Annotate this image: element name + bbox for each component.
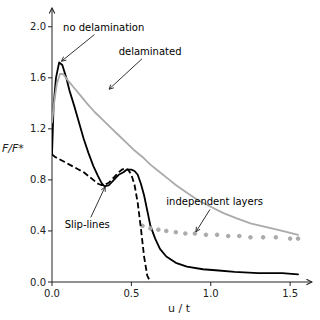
x-tick-label: 0.0 [44,288,60,299]
y-tick [48,128,52,129]
y-tick-label: 2.0 [30,21,46,32]
y-tick-label: 0.8 [30,174,46,185]
series-marker [215,233,219,237]
series-marker [226,234,230,238]
series-marker [238,234,242,238]
annotation-arrow [91,187,105,218]
axes: 0.0 0.5 1.0 1.5 0.0 0.4 0.8 1.2 1.6 2.0 [30,8,312,299]
annotation-arrow [196,209,210,231]
annotation-text: delaminated [119,46,182,57]
series [52,74,298,235]
y-tick-label: 1.6 [30,72,46,83]
y-tick [48,230,52,231]
series-marker [296,237,300,241]
x-tick-label: 1.5 [282,288,298,299]
x-tick-label: 0.5 [123,288,139,299]
y-tick [48,26,52,27]
series-marker [193,232,197,236]
y-tick-label: 0.0 [30,277,46,288]
annotation-text: independent layers [166,196,263,207]
annotation-text: Slip-lines [65,219,110,230]
chart: 0.0 0.5 1.0 1.5 0.0 0.4 0.8 1.2 1.6 2.0 u / t F/F* n… [0,0,320,320]
series-marker [149,227,153,231]
series-line [52,63,298,275]
series-marker [157,228,161,232]
x-axis-line [52,282,312,283]
x-tick [52,282,53,286]
x-tick-label: 1.0 [203,288,219,299]
series [52,154,150,282]
series-line [52,154,150,282]
series-line [52,74,298,235]
series [141,224,300,240]
y-tick [48,282,52,283]
x-tick [131,282,132,286]
series [52,63,298,275]
series-marker [249,236,253,240]
series-marker [184,232,188,236]
series-marker [174,230,178,234]
y-tick [48,179,52,180]
background [0,0,320,320]
y-tick [48,77,52,78]
series-marker [261,236,265,240]
series-marker [288,237,292,241]
annotation-arrow [109,59,142,89]
plot-area [52,63,300,283]
y-tick-label: 1.2 [30,123,46,134]
annotation-arrow [61,35,94,62]
x-tick [290,282,291,286]
x-tick [210,282,211,286]
x-axis-label: u / t [168,302,191,315]
series-marker [165,229,169,233]
series-marker [204,233,208,237]
series-marker [274,236,278,240]
annotations: no delamination delaminated independent la… [61,22,263,232]
y-axis-label: F/F* [2,142,24,155]
annotation-text: no delamination [63,22,144,33]
y-tick-label: 0.4 [30,225,46,236]
